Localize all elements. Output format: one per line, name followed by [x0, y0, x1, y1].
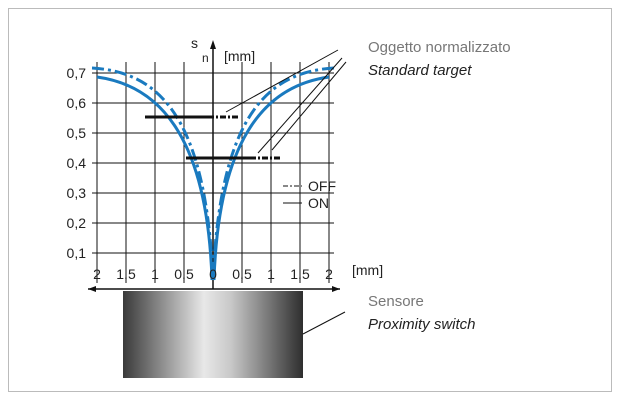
sensor-body: [123, 291, 303, 378]
x-tick-label: 1: [267, 266, 275, 282]
off-curve-left: [91, 66, 215, 281]
x-tick-label: 2: [93, 266, 101, 282]
x-tick-label: 0,5: [232, 266, 252, 282]
off-curve-right: [211, 66, 335, 281]
y-tick-label: 0,6: [67, 95, 87, 111]
leader: [271, 61, 347, 151]
x-tick-label: 1,5: [116, 266, 136, 282]
y-tick-label: 0,2: [67, 215, 87, 231]
frame: [8, 8, 612, 392]
leader: [257, 57, 343, 154]
leader: [302, 311, 346, 335]
x-tick-label: 1: [151, 266, 159, 282]
y-tick-label: 0,7: [67, 65, 87, 81]
y-unit: [mm]: [224, 48, 255, 64]
y-symbol: s: [191, 35, 198, 51]
y-arrow: [210, 40, 216, 49]
target-label-it: Oggetto normalizzato: [368, 39, 511, 56]
x-unit: [mm]: [352, 262, 383, 278]
target-label-en: Standard target: [368, 62, 472, 79]
x-tick-label: 1,5: [290, 266, 310, 282]
x-tick-label: 2: [325, 266, 333, 282]
legend-on: ON: [308, 195, 329, 211]
legend-off: OFF: [308, 178, 336, 194]
x-tick-label: 0: [209, 266, 217, 282]
y-tick-label: 0,1: [67, 245, 87, 261]
leader: [225, 49, 339, 113]
y-tick-label: 0,3: [67, 185, 87, 201]
sensor-label-en: Proximity switch: [368, 316, 476, 333]
x-tick-label: 0,5: [174, 266, 194, 282]
sensor-label-it: Sensore: [368, 293, 424, 310]
y-subscript: n: [202, 51, 209, 65]
y-tick-label: 0,5: [67, 125, 87, 141]
y-tick-label: 0,4: [67, 155, 87, 171]
